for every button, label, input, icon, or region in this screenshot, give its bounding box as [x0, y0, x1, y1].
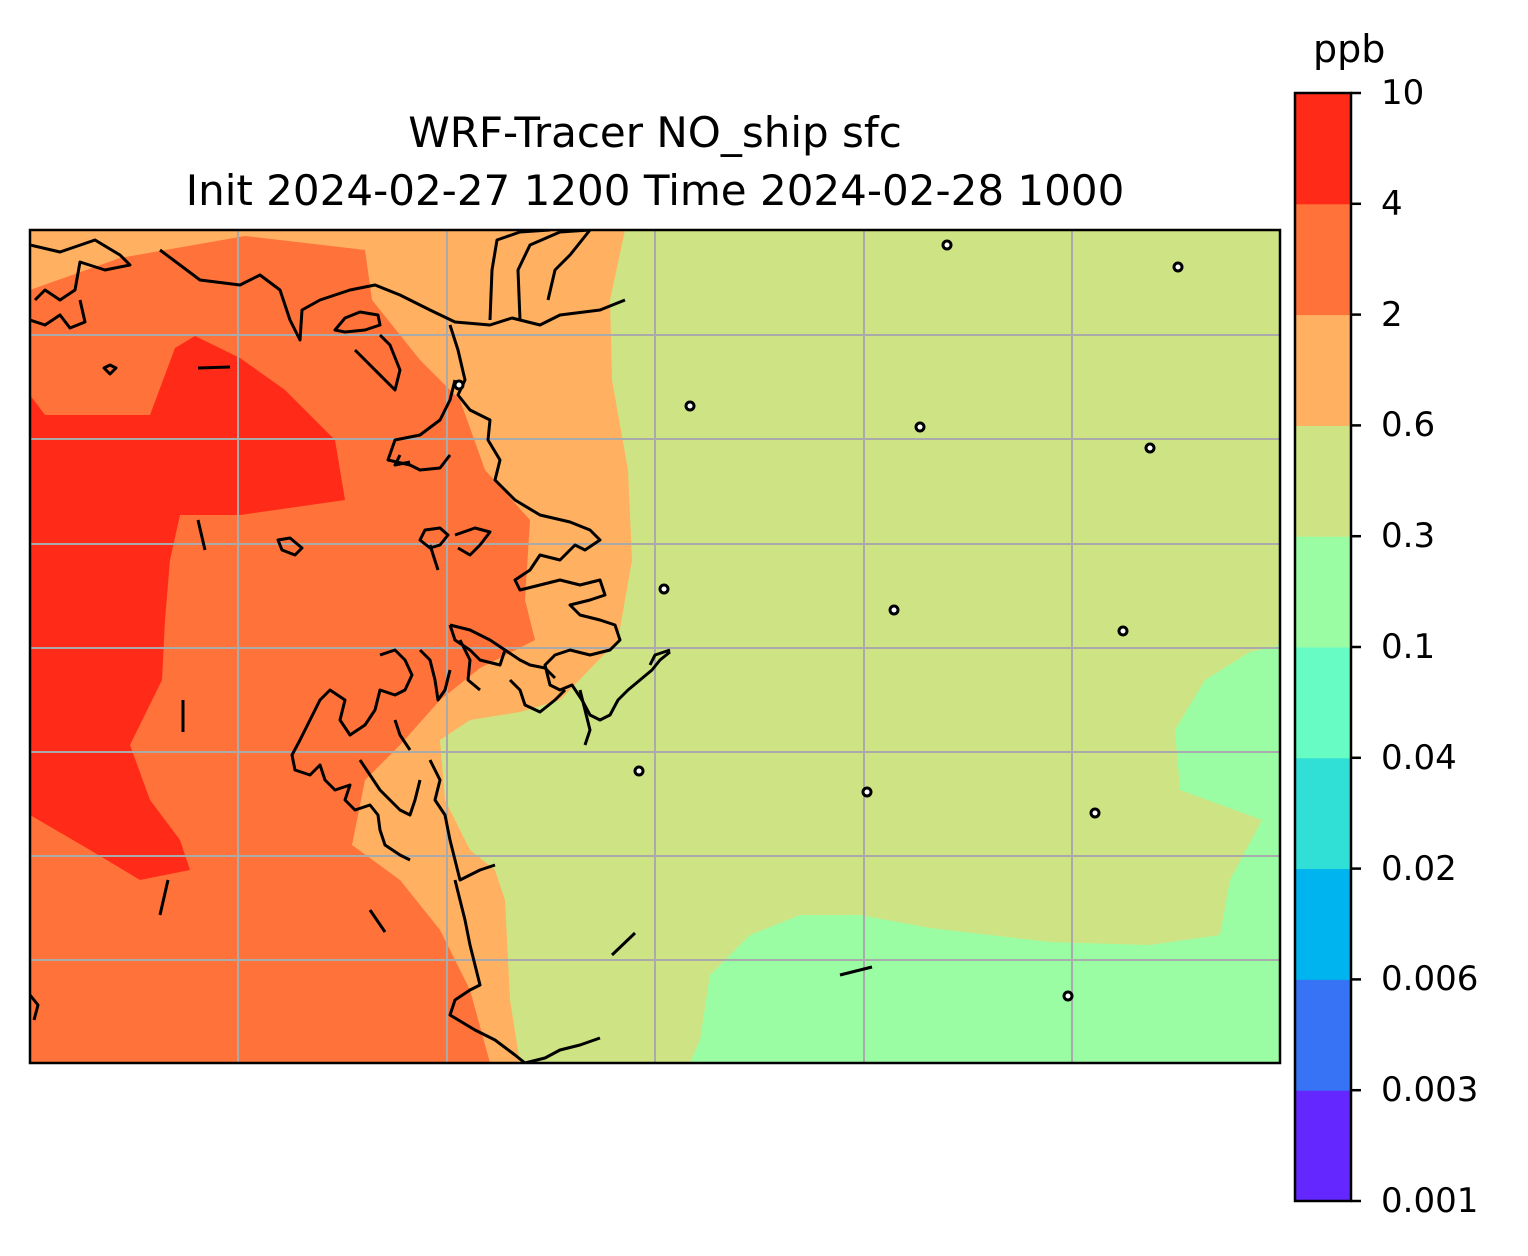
colorbar — [1295, 91, 1361, 1203]
colorbar-tick-label: 0.3 — [1381, 516, 1436, 557]
colorbar-segment — [1295, 314, 1351, 426]
colorbar-segment — [1295, 1090, 1351, 1202]
colorbar-unit-label: ppb — [1313, 27, 1386, 71]
colorbar-segment — [1295, 757, 1351, 870]
colorbar-segment — [1295, 536, 1351, 648]
colorbar-tick-label: 10 — [1381, 73, 1425, 113]
chart-title-line-2: Init 2024-02-27 1200 Time 2024-02-28 100… — [185, 166, 1125, 215]
colorbar-segment — [1295, 647, 1351, 759]
small-circle-marker — [1144, 442, 1156, 454]
concentration-field — [30, 230, 1280, 1063]
small-circle-marker — [941, 239, 953, 251]
small-circle-marker — [1062, 990, 1074, 1002]
colorbar-segment — [1295, 93, 1351, 205]
small-circle-marker — [1117, 625, 1129, 637]
colorbar-tick-label: 4 — [1381, 183, 1403, 224]
small-circle-marker — [658, 583, 670, 595]
colorbar-frame — [1293, 91, 1353, 1203]
small-circle-marker — [861, 786, 873, 798]
small-circle-marker — [1172, 261, 1184, 273]
small-circle-marker — [453, 379, 465, 391]
small-circle-marker — [914, 421, 926, 433]
map-frame — [28, 228, 1282, 1065]
colorbar-tick-label: 0.001 — [1381, 1181, 1479, 1221]
colorbar-tick-label: 0.04 — [1381, 737, 1457, 778]
colorbar-tick-label: 2 — [1381, 294, 1403, 335]
small-circle-marker — [1089, 807, 1101, 819]
chart-title-line-1: WRF-Tracer NO_ship sfc — [408, 108, 902, 157]
gridlines — [30, 230, 1280, 1063]
colorbar-segment — [1295, 203, 1351, 316]
colorbar-tick-label: 0.006 — [1381, 959, 1479, 1000]
colorbar-tick-label: 0.003 — [1381, 1070, 1479, 1111]
colorbar-segment — [1295, 979, 1351, 1091]
colorbar-tick-label: 0.6 — [1381, 405, 1436, 446]
field-0-1-to-0-3-south — [690, 645, 1280, 1063]
colorbar-tick-label: 0.02 — [1381, 848, 1457, 889]
coastline-outline — [30, 230, 873, 1063]
colorbar-tick-label: 0.1 — [1381, 627, 1436, 667]
ship-station-markers — [453, 239, 1184, 1002]
small-circle-marker — [888, 604, 900, 616]
small-circle-marker — [684, 400, 696, 412]
small-circle-marker — [633, 765, 645, 777]
colorbar-segment — [1295, 868, 1351, 980]
field-4-to-10 — [30, 336, 345, 880]
colorbar-segment — [1295, 425, 1351, 537]
